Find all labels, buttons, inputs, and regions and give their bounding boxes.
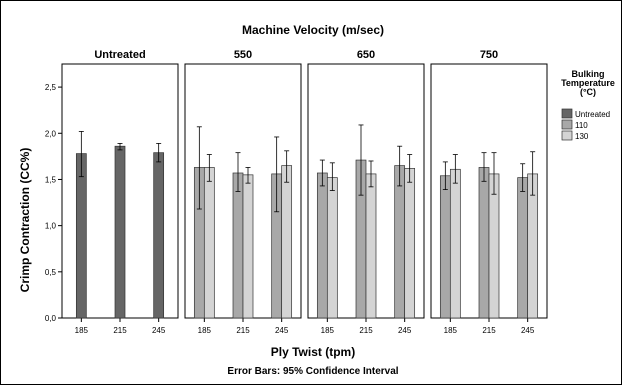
x-axis-label: Ply Twist (tpm) — [271, 345, 355, 359]
bar — [316, 172, 328, 319]
x-tick-label: 185 — [75, 326, 89, 335]
x-tick-label: 215 — [359, 326, 373, 335]
bar — [242, 174, 254, 319]
x-tick-label: 245 — [275, 326, 289, 335]
legend-label: 130 — [575, 132, 589, 141]
bar — [365, 173, 377, 319]
legend-swatch — [561, 108, 573, 119]
x-tick-label: 215 — [236, 326, 250, 335]
bar — [326, 177, 338, 319]
bar — [153, 152, 165, 319]
panel-label: 750 — [480, 49, 498, 61]
legend-label: Untreated — [575, 110, 610, 119]
legend-title: (°C) — [580, 87, 596, 97]
footnote: Error Bars: 95% Confidence Interval — [227, 366, 398, 377]
bar — [281, 165, 293, 319]
x-tick-label: 245 — [521, 326, 535, 335]
bar — [488, 173, 500, 319]
x-tick-label: 245 — [152, 326, 166, 335]
legend-label: 110 — [575, 121, 588, 130]
legend-swatch — [561, 130, 573, 141]
x-tick-label: 185 — [321, 326, 335, 335]
bar — [449, 168, 461, 319]
x-tick-label: 215 — [113, 326, 127, 335]
y-axis-label: Crimp Contraction (CC%) — [18, 148, 32, 293]
bar — [404, 168, 416, 319]
bar — [114, 145, 126, 319]
legend-swatch — [561, 119, 573, 130]
bar — [75, 153, 87, 319]
legend-title: Bulking — [572, 69, 605, 79]
bar — [232, 172, 244, 319]
bar — [439, 175, 451, 319]
y-tick-label: 1,0 — [45, 222, 57, 231]
panel-label: Untreated — [94, 49, 145, 61]
y-tick-label: 1,5 — [45, 175, 57, 184]
panel-label: 550 — [234, 49, 252, 61]
legend-title: Temperature — [561, 78, 615, 88]
bar — [478, 167, 490, 319]
y-tick-label: 2,0 — [45, 129, 57, 138]
chart-title: Machine Velocity (m/sec) — [242, 23, 384, 37]
x-tick-label: 185 — [444, 326, 458, 335]
bar — [203, 167, 215, 319]
y-tick-label: 0,5 — [45, 268, 57, 277]
x-tick-label: 185 — [198, 326, 212, 335]
y-tick-label: 2,5 — [45, 83, 57, 92]
panel-label: 650 — [357, 49, 375, 61]
x-tick-label: 215 — [482, 326, 496, 335]
bar — [394, 165, 406, 319]
bar — [517, 177, 529, 319]
y-tick-label: 0,0 — [45, 314, 57, 323]
x-tick-label: 245 — [398, 326, 412, 335]
